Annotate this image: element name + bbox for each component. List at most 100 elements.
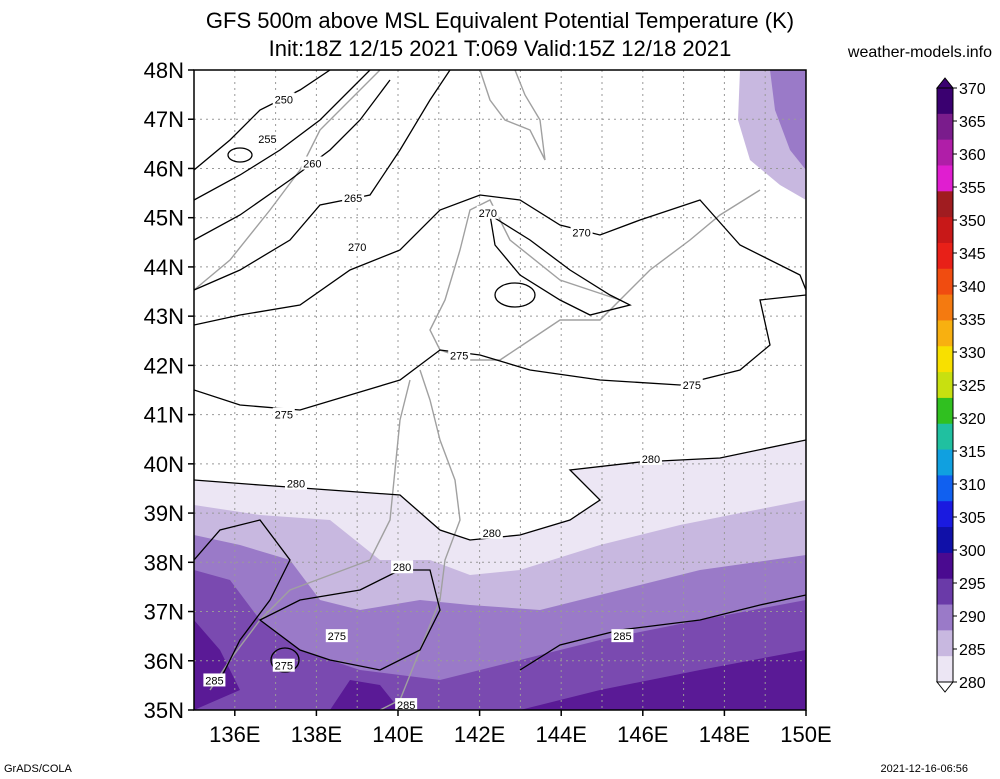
colorbar-swatch	[937, 372, 953, 399]
contour-label-bg	[391, 560, 414, 574]
contour-label: 285	[205, 675, 223, 687]
colorbar-swatch	[937, 604, 953, 631]
colorbar-swatch	[937, 88, 953, 115]
lon-tick-label: 138E	[291, 722, 342, 747]
lat-tick-label: 36N	[144, 649, 184, 674]
colorbar: 370 365 360 355 350 345 340 335 330 325 320 315 310 3…	[935, 77, 986, 693]
colorbar-swatch	[937, 139, 953, 166]
lon-axis: 136E 138E 140E 142E 144E 146E 148E 150E	[209, 710, 832, 747]
colorbar-label: 305	[959, 510, 986, 527]
colorbar-swatch	[937, 320, 953, 347]
honshu-coast	[209, 369, 461, 710]
colorbar-label: 350	[959, 213, 986, 230]
contour-270	[194, 194, 806, 326]
colorbar-swatch	[937, 397, 953, 425]
colorbar-swatch	[937, 191, 953, 218]
colorbar-label: 285	[959, 642, 986, 659]
colorbar-label: 370	[959, 81, 986, 98]
contour-label: 270	[572, 227, 590, 239]
contour-label: 275	[450, 351, 468, 363]
contour-285-west	[194, 519, 291, 681]
warm-shading-deeper	[194, 570, 806, 710]
contour-closed-1	[227, 147, 253, 163]
contour-label-bg	[203, 673, 226, 687]
colorbar-swatch	[937, 449, 953, 476]
lat-tick-label: 37N	[144, 600, 184, 625]
lat-tick-label: 41N	[144, 403, 184, 428]
contour-label: 275	[683, 380, 701, 392]
colorbar-label: 320	[959, 411, 986, 428]
lat-lon-grid	[194, 70, 806, 710]
contour-label-bg	[301, 156, 324, 170]
colorbar-label: 340	[959, 279, 986, 296]
colorbar-label: 360	[959, 147, 986, 164]
lat-tick-label: 47N	[144, 107, 184, 132]
footer-left: GrADS/COLA	[4, 763, 72, 775]
colorbar-swatch	[937, 501, 953, 528]
lat-tick-label: 42N	[144, 353, 184, 378]
contour-label-bg	[256, 131, 279, 145]
contour-285	[519, 594, 806, 671]
contour-label-bg	[448, 348, 471, 362]
contour-label-bg	[395, 698, 418, 712]
contour-label-bg	[570, 225, 593, 239]
contour-label: 270	[479, 208, 497, 220]
contour-label: 285	[613, 631, 631, 643]
contour-label-bg	[639, 451, 662, 465]
contour-label: 265	[344, 193, 362, 205]
colorbar-label: 290	[959, 609, 986, 626]
coastlines	[194, 70, 761, 710]
colorbar-swatch	[937, 217, 953, 244]
colorbar-swatch	[937, 294, 953, 321]
contour-label: 285	[397, 700, 415, 712]
lat-tick-label: 48N	[144, 58, 184, 83]
colorbar-swatch	[937, 578, 953, 606]
contour-label-bg	[342, 191, 365, 204]
shading-layer	[194, 70, 806, 710]
colorbar-swatch	[937, 346, 953, 373]
colorbar-swatch	[937, 268, 953, 296]
sakhalin-coast	[479, 70, 546, 161]
contour-label-bg	[611, 629, 634, 643]
colorbar-swatch	[937, 527, 953, 554]
colorbar-label: 315	[959, 444, 986, 461]
lon-tick-label: 146E	[617, 722, 668, 747]
map-title: GFS 500m above MSL Equivalent Potential …	[205, 8, 795, 33]
lat-tick-label: 45N	[144, 206, 184, 231]
colorbar-swatch	[937, 423, 953, 451]
colorbar-swatch	[937, 656, 953, 683]
asia-coast	[194, 70, 381, 291]
colorbar-swatch	[937, 475, 953, 502]
colorbar-label: 345	[959, 246, 986, 263]
contour-label: 280	[393, 562, 411, 574]
warm-shading-core	[194, 620, 806, 710]
lon-tick-label: 140E	[372, 722, 423, 747]
contour-label: 250	[275, 95, 293, 107]
contour-label: 275	[328, 631, 346, 643]
map-subtitle: Init:18Z 12/15 2021 T:069 Valid:15Z 12/1…	[268, 36, 732, 61]
lat-tick-label: 46N	[144, 156, 184, 181]
colorbar-bottom-arrow	[935, 681, 955, 693]
lon-tick-label: 142E	[454, 722, 505, 747]
contour-label-bg	[476, 205, 499, 219]
colorbar-label: 310	[959, 477, 986, 494]
contour-label-bg	[285, 476, 307, 490]
colorbar-swatch	[937, 165, 953, 192]
colorbar-label: 365	[959, 114, 986, 131]
contour-280-south	[258, 569, 441, 671]
colorbar-label: 300	[959, 543, 986, 560]
hokkaido-coast	[429, 199, 622, 361]
contour-label-bg	[480, 525, 503, 539]
lon-tick-label: 150E	[780, 722, 831, 747]
contour-closed-2	[494, 282, 536, 308]
contour-label-bg	[272, 92, 295, 106]
contour-closed-3	[270, 647, 300, 673]
contour-250	[194, 70, 331, 171]
contour-270-inner	[489, 213, 632, 316]
contour-label-bg	[680, 378, 703, 392]
lat-tick-label: 38N	[144, 550, 184, 575]
colorbar-swatch	[937, 113, 953, 141]
colorbar-label: 330	[959, 345, 986, 362]
contour-label-bg	[272, 658, 295, 672]
